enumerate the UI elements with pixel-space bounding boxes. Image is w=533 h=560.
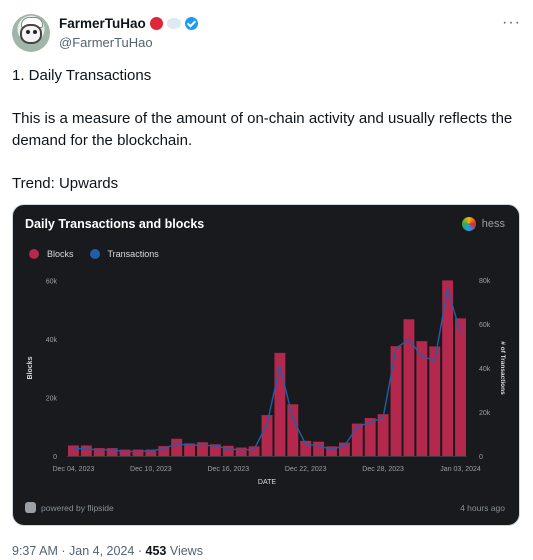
updated-time: 4 hours ago xyxy=(460,503,505,513)
bar-blocks xyxy=(145,449,157,456)
legend-label-transactions: Transactions xyxy=(107,249,159,259)
y2-tick-label: 20k xyxy=(479,410,491,417)
legend-item-transactions[interactable]: Transactions xyxy=(89,249,159,259)
bar-blocks xyxy=(429,346,441,456)
avatar[interactable] xyxy=(12,14,50,52)
tweet-line-3: Trend: Upwards xyxy=(12,175,119,192)
powered-by[interactable]: powered by flipside xyxy=(25,502,114,513)
bar-blocks xyxy=(171,438,183,456)
bar-blocks xyxy=(390,346,402,456)
bar-blocks xyxy=(119,449,131,456)
y-tick-label: 40k xyxy=(46,337,58,344)
chart-plot: 0 20k 40k 60k 0 20k 40k 60k 80k Blocks # of Transa… xyxy=(27,278,506,486)
bar-blocks xyxy=(403,319,415,456)
bar-blocks xyxy=(197,442,208,456)
x-tick-label: Dec 28, 2023 xyxy=(362,466,404,473)
meta-separator: · xyxy=(61,544,66,558)
bar-blocks xyxy=(209,444,221,456)
x-tick-label: Dec 16, 2023 xyxy=(207,466,249,473)
bar-blocks xyxy=(351,423,363,456)
bar-blocks xyxy=(377,414,389,456)
y2-axis-title: # of Transactions xyxy=(499,341,506,395)
bar-blocks xyxy=(80,445,92,456)
brand-logo-icon xyxy=(461,217,476,231)
tweet-time[interactable]: 9:37 AM xyxy=(12,544,58,558)
x-tick-label: Dec 10, 2023 xyxy=(130,466,172,473)
bar-blocks xyxy=(261,415,273,456)
bar-blocks xyxy=(158,446,170,456)
bar-blocks xyxy=(106,448,118,456)
author-name-row: FarmerTuHao xyxy=(59,16,198,31)
chart-legend: Blocks Transactions xyxy=(29,249,159,259)
y2-tick-label: 60k xyxy=(479,322,491,329)
bar-blocks xyxy=(300,440,312,456)
views-count: 453 xyxy=(145,544,167,558)
chart-brand: hess xyxy=(461,217,505,231)
bar-blocks xyxy=(416,341,428,456)
tweet-date[interactable]: Jan 4, 2024 xyxy=(69,544,135,558)
y2-tick-label: 0 xyxy=(479,454,483,461)
bar-blocks xyxy=(132,449,144,456)
bar-blocks xyxy=(235,447,247,456)
y2-tick-label: 80k xyxy=(479,278,491,285)
bar-blocks xyxy=(222,445,234,456)
tweet-line-1: 1. Daily Transactions xyxy=(12,67,152,84)
avatar-eye-right xyxy=(33,30,37,34)
powered-by-label: powered by flipside xyxy=(41,502,114,513)
bar-blocks xyxy=(364,418,376,456)
bar-blocks xyxy=(338,442,350,456)
meta-separator: · xyxy=(137,544,143,558)
avatar-eye-left xyxy=(26,30,30,34)
chart-card[interactable]: Daily Transactions and blocks hess Block… xyxy=(12,204,520,526)
tweet-line-2: This is a measure of the amount of on-ch… xyxy=(12,110,513,149)
verified-badge-icon[interactable] xyxy=(184,17,198,30)
line-transactions xyxy=(73,288,462,453)
bar-blocks xyxy=(326,446,337,456)
bar-blocks xyxy=(442,280,454,456)
bar-blocks xyxy=(93,448,105,456)
x-tick-label: Dec 22, 2023 xyxy=(285,466,327,473)
y-tick-label: 20k xyxy=(46,396,58,403)
legend-dot-transactions xyxy=(89,249,100,259)
more-options-icon[interactable]: ··· xyxy=(502,14,521,31)
author-name[interactable]: FarmerTuHao xyxy=(59,16,146,31)
legend-dot-blocks xyxy=(29,249,39,259)
x-tick-label: Jan 03, 2024 xyxy=(440,466,481,473)
x-tick-label: Dec 04, 2023 xyxy=(53,466,95,473)
chart-title: Daily Transactions and blocks xyxy=(25,217,205,231)
y-tick-label: 0 xyxy=(53,454,57,461)
cloud-icon xyxy=(166,18,181,29)
author-handle[interactable]: @FarmerTuHao xyxy=(59,35,153,50)
x-axis-title: DATE xyxy=(258,479,276,486)
bar-blocks xyxy=(248,446,260,456)
bar-blocks xyxy=(184,443,196,456)
tweet-meta: 9:37 AM · Jan 4, 2024 · 453 Views xyxy=(12,544,203,558)
y-axis-title: Blocks xyxy=(27,356,34,379)
legend-label-blocks: Blocks xyxy=(47,249,74,259)
views-label: Views xyxy=(169,544,203,558)
red-circle-icon xyxy=(149,17,163,30)
y2-tick-label: 40k xyxy=(479,366,491,373)
bar-blocks xyxy=(313,441,325,456)
y-tick-label: 60k xyxy=(46,279,58,286)
bar-blocks xyxy=(68,445,79,456)
avatar-face xyxy=(20,24,42,44)
brand-name: hess xyxy=(481,218,505,230)
bar-blocks xyxy=(455,318,466,456)
flipside-logo-icon xyxy=(25,502,36,513)
legend-item-blocks[interactable]: Blocks xyxy=(29,249,74,259)
bar-blocks xyxy=(274,352,286,456)
bar-blocks xyxy=(287,404,299,456)
tweet-header: FarmerTuHao @FarmerTuHao ··· xyxy=(12,14,521,54)
